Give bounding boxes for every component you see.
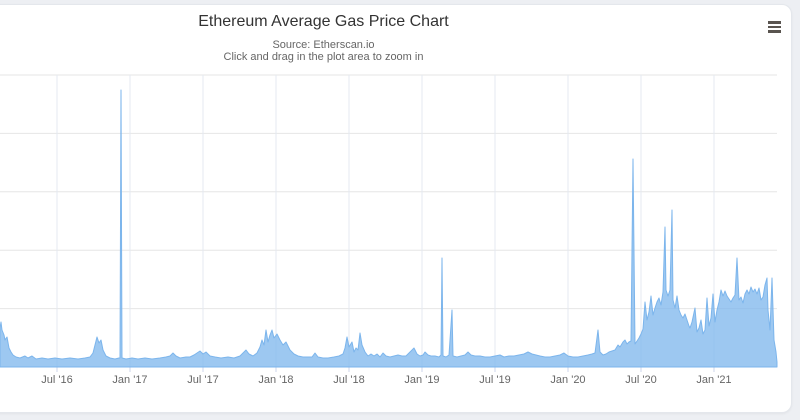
x-tick-label: Jul '17	[187, 374, 218, 386]
x-tick-label: Jul '18	[333, 374, 364, 386]
chart-context-menu-button[interactable]	[762, 16, 788, 38]
hamburger-icon	[768, 30, 781, 33]
x-tick-label: Jul '16	[41, 374, 72, 386]
x-tick-label: Jan '21	[696, 374, 731, 386]
area-series	[0, 89, 778, 368]
x-tick-label: Jan '20	[550, 374, 585, 386]
x-tick-label: Jul '19	[479, 374, 510, 386]
hamburger-icon	[768, 25, 781, 29]
x-tick-label: Jan '19	[404, 374, 439, 386]
x-tick-label: Jul '20	[625, 374, 656, 386]
x-tick-label: Jan '18	[258, 374, 293, 386]
hamburger-icon	[768, 21, 781, 24]
x-tick-label: Jan '17	[112, 374, 147, 386]
